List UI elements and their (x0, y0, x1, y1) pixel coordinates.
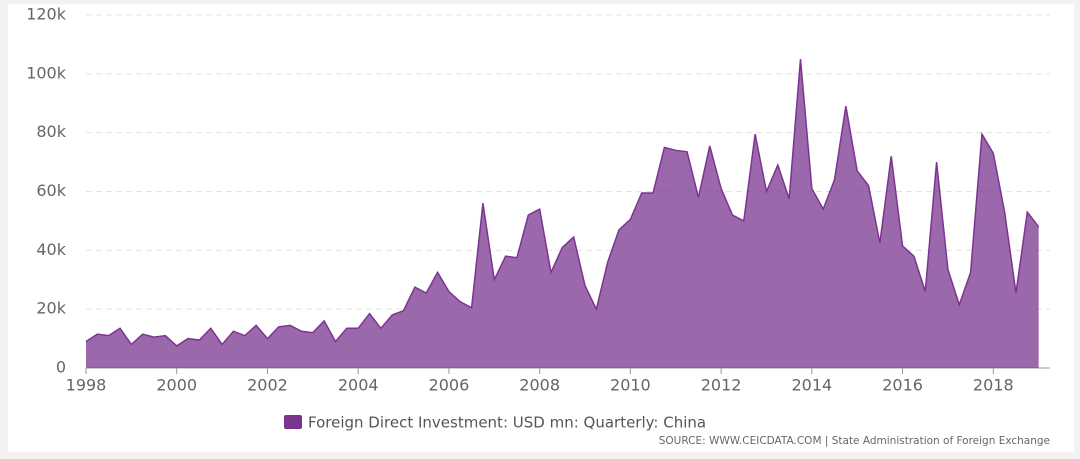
x-tick-label: 1998 (66, 376, 107, 395)
x-tick-label: 2010 (610, 376, 651, 395)
x-tick-label: 2000 (156, 376, 197, 395)
area (86, 59, 1039, 368)
y-tick-label: 20k (36, 299, 66, 318)
line (85, 59, 1040, 347)
x-tick-label: 2002 (247, 376, 288, 395)
x-tick-label: 2016 (882, 376, 923, 395)
y-tick-label: 40k (36, 240, 66, 259)
x-tick-label: 2018 (973, 376, 1014, 395)
y-tick-label: 60k (36, 181, 66, 200)
x-tick-label: 2006 (429, 376, 470, 395)
x-tick-label: 2008 (519, 376, 560, 395)
x-tick-label: 2012 (701, 376, 742, 395)
y-tick-label: 0 (56, 358, 66, 377)
legend-swatch (284, 415, 302, 429)
x-tick-label: 2014 (791, 376, 832, 395)
source: SOURCE: WWW.CEICDATA.COM | State Adminis… (659, 435, 1050, 447)
legend-label: Foreign Direct Investment: USD mn: Quart… (308, 414, 706, 432)
y-tick-label: 100k (26, 63, 67, 82)
y-tick-label: 120k (26, 5, 67, 24)
x-tick-label: 2004 (338, 376, 379, 395)
y-tick-label: 80k (36, 122, 66, 141)
